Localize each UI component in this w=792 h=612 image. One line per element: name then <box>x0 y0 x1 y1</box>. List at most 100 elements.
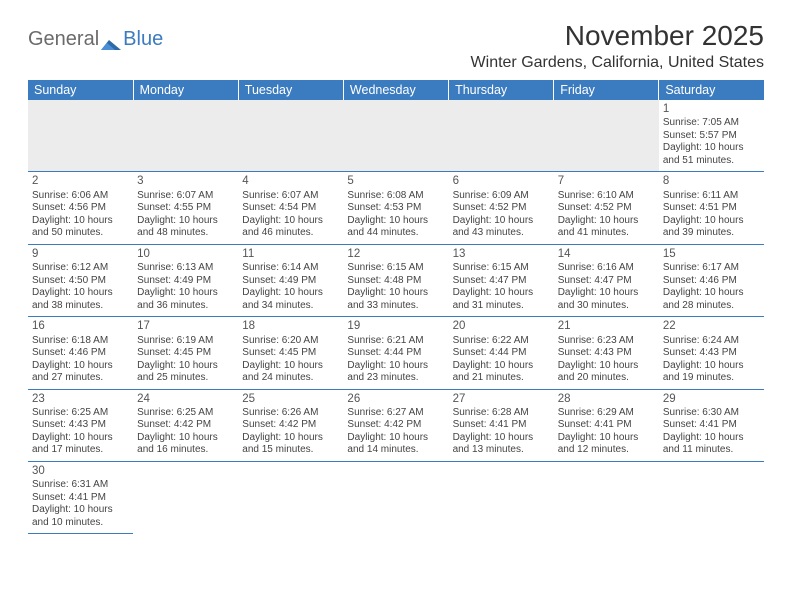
sunrise-text: Sunrise: 6:24 AM <box>663 335 760 348</box>
sunset-text: Sunset: 4:43 PM <box>32 419 129 432</box>
calendar-cell: 6Sunrise: 6:09 AMSunset: 4:52 PMDaylight… <box>449 172 554 244</box>
sunset-text: Sunset: 4:50 PM <box>32 275 129 288</box>
day-number: 27 <box>453 392 550 406</box>
logo: General Blue <box>28 20 163 51</box>
sunset-text: Sunset: 4:45 PM <box>137 347 234 360</box>
sunrise-text: Sunrise: 6:25 AM <box>32 407 129 420</box>
day-number: 4 <box>242 174 339 188</box>
calendar-cell: 18Sunrise: 6:20 AMSunset: 4:45 PMDayligh… <box>238 317 343 389</box>
calendar-cell: 27Sunrise: 6:28 AMSunset: 4:41 PMDayligh… <box>449 389 554 461</box>
day-number: 28 <box>558 392 655 406</box>
sunset-text: Sunset: 4:51 PM <box>663 202 760 215</box>
daylight-text: Daylight: 10 hours and 41 minutes. <box>558 215 655 240</box>
calendar-cell: 21Sunrise: 6:23 AMSunset: 4:43 PMDayligh… <box>554 317 659 389</box>
sunrise-text: Sunrise: 6:07 AM <box>242 190 339 203</box>
sunrise-text: Sunrise: 6:31 AM <box>32 479 129 492</box>
calendar-cell: 29Sunrise: 6:30 AMSunset: 4:41 PMDayligh… <box>659 389 764 461</box>
day-number: 2 <box>32 174 129 188</box>
daylight-text: Daylight: 10 hours and 27 minutes. <box>32 360 129 385</box>
day-number: 5 <box>347 174 444 188</box>
day-number: 11 <box>242 247 339 261</box>
sunset-text: Sunset: 4:43 PM <box>663 347 760 360</box>
day-header: Wednesday <box>343 80 448 100</box>
calendar-cell: 28Sunrise: 6:29 AMSunset: 4:41 PMDayligh… <box>554 389 659 461</box>
calendar-row: 9Sunrise: 6:12 AMSunset: 4:50 PMDaylight… <box>28 244 764 316</box>
sunrise-text: Sunrise: 6:15 AM <box>453 262 550 275</box>
calendar-cell <box>343 100 448 172</box>
sunrise-text: Sunrise: 6:25 AM <box>137 407 234 420</box>
sunrise-text: Sunrise: 6:08 AM <box>347 190 444 203</box>
calendar-cell: 14Sunrise: 6:16 AMSunset: 4:47 PMDayligh… <box>554 244 659 316</box>
logo-text-general: General <box>28 28 99 51</box>
sunrise-text: Sunrise: 6:29 AM <box>558 407 655 420</box>
calendar-cell <box>133 461 238 533</box>
sunset-text: Sunset: 4:52 PM <box>453 202 550 215</box>
sunset-text: Sunset: 5:57 PM <box>663 130 760 143</box>
calendar-cell <box>133 100 238 172</box>
sunrise-text: Sunrise: 6:30 AM <box>663 407 760 420</box>
sunset-text: Sunset: 4:55 PM <box>137 202 234 215</box>
day-number: 9 <box>32 247 129 261</box>
calendar-cell: 4Sunrise: 6:07 AMSunset: 4:54 PMDaylight… <box>238 172 343 244</box>
day-number: 30 <box>32 464 129 478</box>
calendar-cell <box>28 100 133 172</box>
sunrise-text: Sunrise: 6:10 AM <box>558 190 655 203</box>
daylight-text: Daylight: 10 hours and 25 minutes. <box>137 360 234 385</box>
daylight-text: Daylight: 10 hours and 10 minutes. <box>32 504 129 529</box>
calendar-cell: 20Sunrise: 6:22 AMSunset: 4:44 PMDayligh… <box>449 317 554 389</box>
calendar-cell: 1Sunrise: 7:05 AMSunset: 5:57 PMDaylight… <box>659 100 764 172</box>
sunset-text: Sunset: 4:42 PM <box>347 419 444 432</box>
calendar-body: 1Sunrise: 7:05 AMSunset: 5:57 PMDaylight… <box>28 100 764 534</box>
calendar-cell <box>449 461 554 533</box>
day-number: 21 <box>558 319 655 333</box>
sunrise-text: Sunrise: 6:06 AM <box>32 190 129 203</box>
day-number: 24 <box>137 392 234 406</box>
calendar-row: 1Sunrise: 7:05 AMSunset: 5:57 PMDaylight… <box>28 100 764 172</box>
daylight-text: Daylight: 10 hours and 15 minutes. <box>242 432 339 457</box>
daylight-text: Daylight: 10 hours and 12 minutes. <box>558 432 655 457</box>
day-number: 3 <box>137 174 234 188</box>
calendar-cell: 15Sunrise: 6:17 AMSunset: 4:46 PMDayligh… <box>659 244 764 316</box>
sunset-text: Sunset: 4:44 PM <box>453 347 550 360</box>
sunrise-text: Sunrise: 6:09 AM <box>453 190 550 203</box>
daylight-text: Daylight: 10 hours and 33 minutes. <box>347 287 444 312</box>
calendar-row: 30Sunrise: 6:31 AMSunset: 4:41 PMDayligh… <box>28 461 764 533</box>
calendar-cell: 16Sunrise: 6:18 AMSunset: 4:46 PMDayligh… <box>28 317 133 389</box>
sunset-text: Sunset: 4:44 PM <box>347 347 444 360</box>
calendar-cell <box>343 461 448 533</box>
sunset-text: Sunset: 4:41 PM <box>32 492 129 505</box>
location: Winter Gardens, California, United State… <box>471 54 764 72</box>
daylight-text: Daylight: 10 hours and 17 minutes. <box>32 432 129 457</box>
daylight-text: Daylight: 10 hours and 20 minutes. <box>558 360 655 385</box>
day-number: 18 <box>242 319 339 333</box>
flag-icon <box>101 33 121 47</box>
sunrise-text: Sunrise: 6:19 AM <box>137 335 234 348</box>
day-number: 10 <box>137 247 234 261</box>
calendar-cell: 10Sunrise: 6:13 AMSunset: 4:49 PMDayligh… <box>133 244 238 316</box>
sunrise-text: Sunrise: 6:16 AM <box>558 262 655 275</box>
calendar-cell: 24Sunrise: 6:25 AMSunset: 4:42 PMDayligh… <box>133 389 238 461</box>
sunset-text: Sunset: 4:48 PM <box>347 275 444 288</box>
calendar-cell <box>659 461 764 533</box>
sunset-text: Sunset: 4:41 PM <box>663 419 760 432</box>
sunset-text: Sunset: 4:46 PM <box>663 275 760 288</box>
day-header: Sunday <box>28 80 133 100</box>
sunset-text: Sunset: 4:46 PM <box>32 347 129 360</box>
month-title: November 2025 <box>471 20 764 52</box>
daylight-text: Daylight: 10 hours and 23 minutes. <box>347 360 444 385</box>
sunset-text: Sunset: 4:41 PM <box>558 419 655 432</box>
daylight-text: Daylight: 10 hours and 31 minutes. <box>453 287 550 312</box>
daylight-text: Daylight: 10 hours and 50 minutes. <box>32 215 129 240</box>
daylight-text: Daylight: 10 hours and 19 minutes. <box>663 360 760 385</box>
day-number: 12 <box>347 247 444 261</box>
day-number: 6 <box>453 174 550 188</box>
calendar-cell: 17Sunrise: 6:19 AMSunset: 4:45 PMDayligh… <box>133 317 238 389</box>
calendar-cell: 12Sunrise: 6:15 AMSunset: 4:48 PMDayligh… <box>343 244 448 316</box>
daylight-text: Daylight: 10 hours and 28 minutes. <box>663 287 760 312</box>
sunset-text: Sunset: 4:52 PM <box>558 202 655 215</box>
sunrise-text: Sunrise: 6:28 AM <box>453 407 550 420</box>
day-number: 20 <box>453 319 550 333</box>
calendar-cell: 9Sunrise: 6:12 AMSunset: 4:50 PMDaylight… <box>28 244 133 316</box>
sunset-text: Sunset: 4:56 PM <box>32 202 129 215</box>
day-number: 8 <box>663 174 760 188</box>
